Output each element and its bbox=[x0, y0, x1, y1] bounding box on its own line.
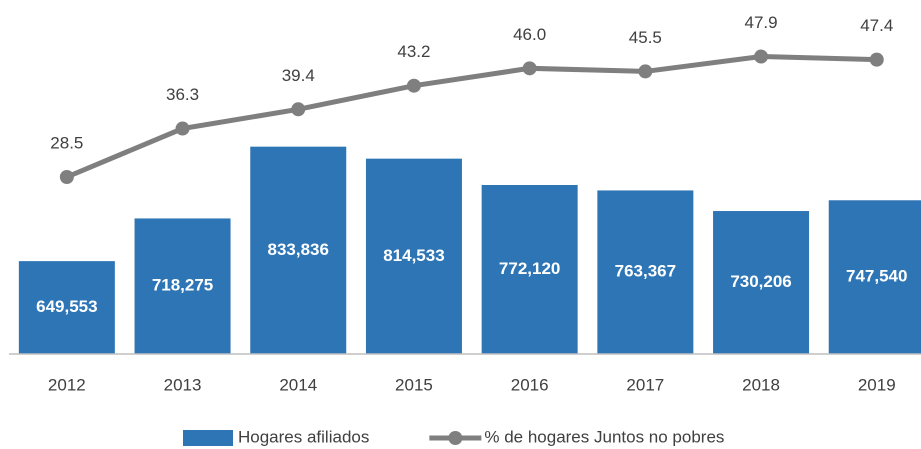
legend-label: % de hogares Juntos no pobres bbox=[484, 427, 724, 446]
line-value-label: 36.3 bbox=[166, 85, 199, 104]
line-value-label: 47.4 bbox=[860, 16, 893, 35]
legend-swatch bbox=[183, 430, 233, 446]
x-tick-label: 2017 bbox=[626, 375, 664, 394]
line-value-label: 47.9 bbox=[745, 13, 778, 32]
line-point bbox=[406, 78, 421, 93]
bar-value-label: 763,367 bbox=[615, 262, 676, 281]
bar bbox=[828, 200, 921, 354]
bar bbox=[481, 184, 578, 354]
line-value-label: 43.2 bbox=[397, 42, 430, 61]
bar-value-label: 747,540 bbox=[846, 267, 907, 286]
line-point bbox=[175, 121, 190, 136]
x-tick-label: 2018 bbox=[742, 375, 780, 394]
line-value-label: 28.5 bbox=[50, 133, 83, 152]
bar-value-label: 814,533 bbox=[383, 246, 444, 265]
x-tick-label: 2015 bbox=[395, 375, 433, 394]
line-point bbox=[869, 52, 884, 67]
line-value-label: 39.4 bbox=[282, 66, 315, 85]
bar bbox=[713, 211, 810, 354]
bar-value-label: 730,206 bbox=[730, 272, 791, 291]
x-tick-label: 2019 bbox=[858, 375, 896, 394]
line-value-label: 46.0 bbox=[513, 25, 546, 44]
bar-value-label: 718,275 bbox=[152, 276, 213, 295]
bar bbox=[365, 158, 462, 354]
line-point bbox=[754, 49, 769, 64]
x-tick-label: 2012 bbox=[48, 375, 86, 394]
legend-label: Hogares afiliados bbox=[238, 427, 369, 446]
bar bbox=[134, 218, 231, 354]
line-value-label: 45.5 bbox=[629, 28, 662, 47]
bar-value-label: 833,836 bbox=[268, 240, 329, 259]
x-tick-label: 2016 bbox=[511, 375, 549, 394]
legend-marker bbox=[448, 431, 463, 445]
bar-value-label: 772,120 bbox=[499, 259, 560, 278]
line-point bbox=[638, 64, 653, 79]
line bbox=[65, 54, 877, 180]
x-tick-label: 2013 bbox=[164, 375, 202, 394]
bar bbox=[597, 190, 694, 354]
line-point bbox=[59, 170, 74, 184]
x-tick-label: 2014 bbox=[279, 375, 317, 394]
line-point bbox=[291, 102, 306, 117]
bar bbox=[18, 261, 115, 354]
line-point bbox=[522, 61, 537, 76]
bar-value-label: 649,553 bbox=[36, 297, 97, 316]
bar bbox=[250, 146, 347, 354]
